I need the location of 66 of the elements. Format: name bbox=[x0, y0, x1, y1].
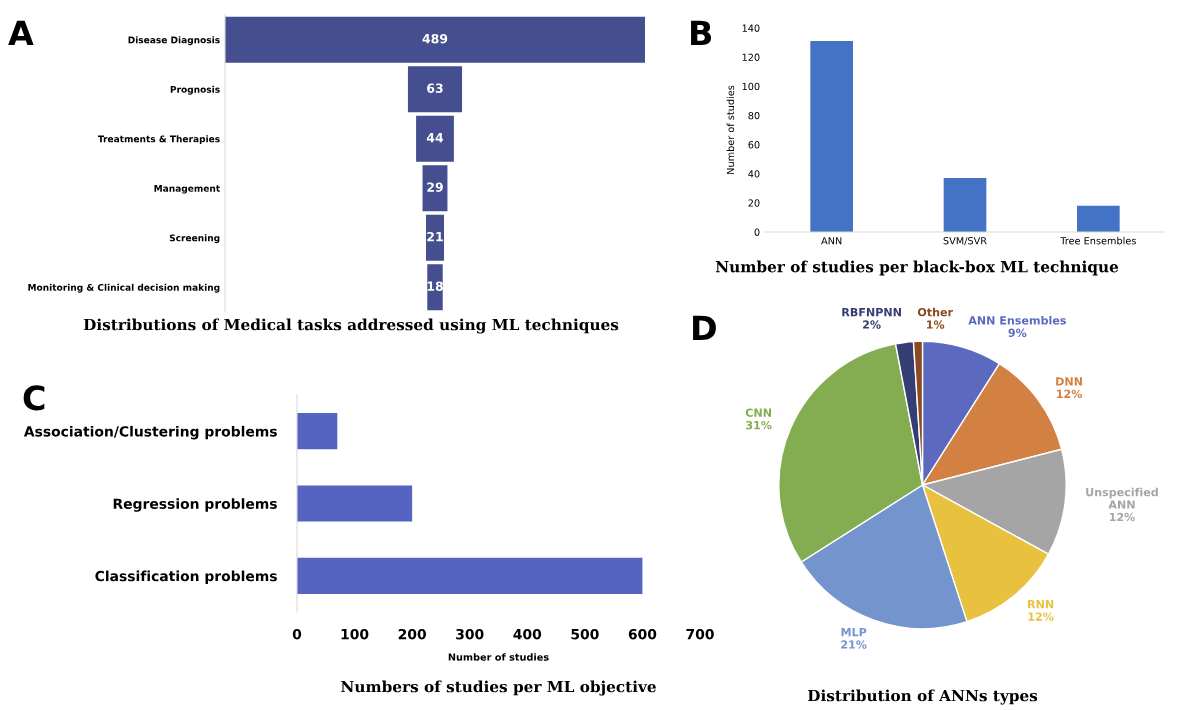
data-label: 31% bbox=[746, 420, 772, 430]
y-tick-label: 20 bbox=[748, 199, 760, 207]
y-tick-label: Classification problems bbox=[95, 570, 277, 584]
y-tick-label: 140 bbox=[742, 24, 760, 32]
y-tick-label: Association/Clustering problems bbox=[23, 425, 277, 440]
y-tick-label: 40 bbox=[748, 170, 760, 178]
category-label: Management bbox=[154, 185, 220, 194]
bar bbox=[297, 557, 643, 594]
bar bbox=[297, 485, 413, 522]
text: Number of studies per black-box ML technique bbox=[715, 260, 1119, 276]
text: C bbox=[23, 385, 45, 411]
y-tick-label: Regression problems bbox=[113, 498, 277, 512]
x-tick-label: 500 bbox=[571, 628, 599, 640]
slice-label: RBFNPNN bbox=[842, 308, 901, 317]
slice-label: MLP bbox=[841, 628, 867, 637]
data-label: 489 bbox=[422, 33, 448, 44]
y-tick-label: 60 bbox=[748, 141, 760, 149]
x-tick-label: Tree Ensembles bbox=[1060, 236, 1136, 245]
slice-label: CNN bbox=[745, 408, 771, 417]
x-tick-label: ANN bbox=[821, 237, 842, 245]
y-tick-label: 120 bbox=[742, 53, 760, 61]
data-label: 18 bbox=[427, 281, 443, 291]
x-tick-label: 300 bbox=[456, 628, 484, 640]
bar bbox=[297, 413, 338, 450]
data-label: 1% bbox=[927, 320, 945, 329]
text: D bbox=[693, 315, 716, 340]
bar bbox=[943, 178, 987, 232]
category-label: Treatments & Therapies bbox=[97, 135, 220, 145]
x-tick-label: 700 bbox=[686, 628, 714, 640]
slice-label: Unspecified ANN bbox=[1086, 487, 1158, 509]
category-label: Monitoring & Clinical decision making bbox=[28, 283, 220, 293]
data-label: 2% bbox=[863, 320, 881, 329]
x-tick-label: 600 bbox=[628, 628, 657, 640]
text: Distributions of Medical tasks addressed using ML techniques bbox=[83, 318, 619, 334]
x-tick-label: 0 bbox=[292, 628, 302, 640]
text: Numbers of studies per ML objective bbox=[341, 680, 656, 696]
x-tick-label: SVM/SVR bbox=[943, 237, 987, 246]
y-tick-label: 80 bbox=[748, 111, 760, 120]
category-label: Disease Diagnosis bbox=[128, 36, 220, 46]
category-label: Prognosis bbox=[170, 85, 220, 95]
data-label: 12% bbox=[1028, 612, 1054, 621]
data-label: 21% bbox=[841, 640, 867, 649]
x-axis-title: Number of studies bbox=[448, 653, 549, 661]
data-label: 9% bbox=[1008, 328, 1027, 337]
data-label: 29 bbox=[427, 182, 443, 192]
x-tick-label: 100 bbox=[341, 628, 369, 640]
text: Distribution of ANNs types bbox=[807, 689, 1038, 705]
text: A bbox=[8, 20, 34, 45]
data-label: 12% bbox=[1109, 512, 1135, 522]
x-tick-label: 200 bbox=[398, 628, 426, 640]
bar bbox=[810, 41, 853, 232]
data-label: 44 bbox=[426, 133, 444, 143]
data-label: 21 bbox=[427, 231, 443, 242]
text: B bbox=[691, 20, 712, 45]
data-label: 63 bbox=[427, 83, 443, 93]
slice-label: ANN Ensembles bbox=[968, 315, 1066, 325]
category-label: Screening bbox=[169, 234, 220, 244]
slice-label: Other bbox=[917, 307, 953, 317]
slice-label: RNN bbox=[1028, 600, 1054, 609]
y-tick-label: 0 bbox=[754, 228, 760, 236]
slice-label: DNN bbox=[1056, 377, 1082, 386]
y-tick-label: 100 bbox=[742, 82, 760, 91]
x-tick-label: 400 bbox=[513, 628, 542, 640]
y-axis-title: Number of studies bbox=[726, 85, 735, 174]
data-label: 12% bbox=[1057, 389, 1083, 399]
bar bbox=[1077, 205, 1120, 232]
